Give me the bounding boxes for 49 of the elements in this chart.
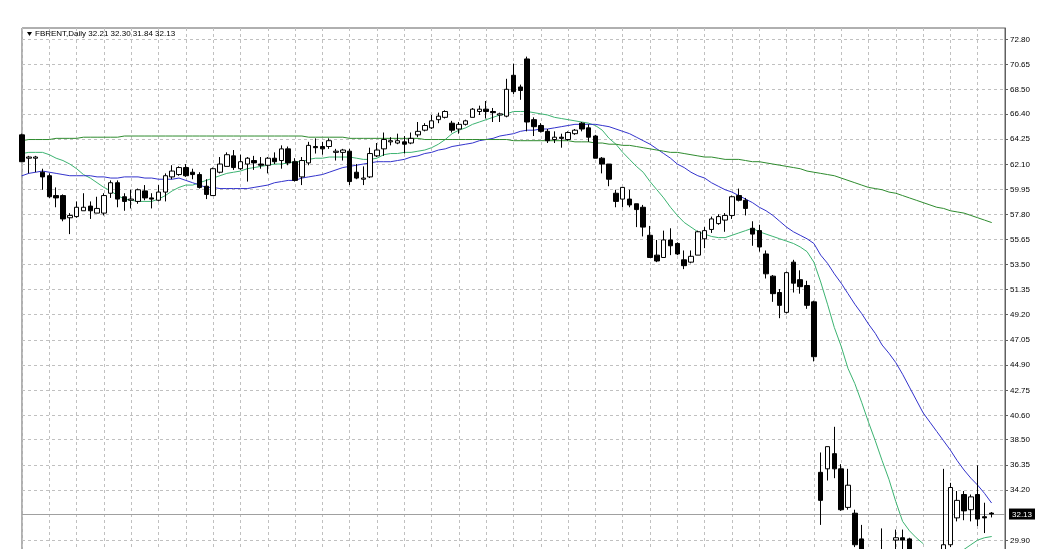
y-tick-label: 64.25 bbox=[1010, 134, 1031, 144]
candlestick bbox=[675, 241, 680, 256]
candlestick bbox=[81, 192, 86, 212]
candlestick bbox=[989, 511, 994, 518]
candlestick bbox=[709, 216, 714, 234]
y-tick-label: 36.35 bbox=[1010, 460, 1031, 470]
candlestick bbox=[115, 179, 120, 208]
y-tick-label: 62.10 bbox=[1010, 159, 1031, 169]
y-tick-label: 59.95 bbox=[1010, 184, 1031, 194]
ref-line-label: 32.13 bbox=[1012, 509, 1033, 519]
y-tick-label: 66.40 bbox=[1010, 109, 1031, 119]
y-tick-label: 29.90 bbox=[1010, 535, 1031, 545]
y-tick-label: 42.75 bbox=[1010, 385, 1031, 395]
y-tick-label: 44.90 bbox=[1010, 360, 1031, 370]
candlestick bbox=[415, 121, 421, 138]
candlestick bbox=[757, 224, 762, 253]
y-tick-label: 34.20 bbox=[1010, 485, 1031, 495]
candlestick bbox=[668, 227, 673, 256]
y-tick-label: 40.60 bbox=[1010, 410, 1031, 420]
candlestick bbox=[982, 502, 987, 534]
candlestick bbox=[395, 133, 400, 145]
y-tick-label: 38.50 bbox=[1010, 435, 1031, 445]
candlestick bbox=[818, 451, 823, 526]
candlestick bbox=[313, 137, 318, 155]
y-tick-label: 49.20 bbox=[1010, 310, 1031, 320]
y-tick-label: 57.80 bbox=[1010, 209, 1031, 219]
candlestick bbox=[907, 537, 912, 549]
candlestick bbox=[40, 168, 45, 191]
candlestick bbox=[750, 220, 755, 247]
candlestick bbox=[238, 154, 243, 171]
candlestick bbox=[470, 107, 475, 118]
candlestick bbox=[784, 270, 789, 315]
candlestick bbox=[627, 189, 632, 208]
candlestick bbox=[354, 163, 359, 180]
y-tick-label: 51.35 bbox=[1010, 285, 1031, 295]
chart-title: FBRENT,Daily 32.21 32.30 31.84 32.13 bbox=[35, 28, 176, 38]
candlestick bbox=[552, 130, 557, 144]
candlestick bbox=[511, 63, 516, 95]
candlestick bbox=[156, 184, 161, 202]
y-tick-label: 53.50 bbox=[1010, 259, 1031, 269]
candlestick bbox=[825, 446, 830, 482]
y-tick-label: 70.65 bbox=[1010, 59, 1031, 69]
y-tick-label: 47.05 bbox=[1010, 335, 1031, 345]
candlestick bbox=[197, 171, 202, 190]
candlestick bbox=[763, 249, 769, 279]
y-tick-label: 68.50 bbox=[1010, 84, 1031, 94]
y-tick-label: 55.65 bbox=[1010, 234, 1031, 244]
y-tick-label: 72.80 bbox=[1010, 34, 1031, 44]
candlestick bbox=[108, 179, 113, 199]
